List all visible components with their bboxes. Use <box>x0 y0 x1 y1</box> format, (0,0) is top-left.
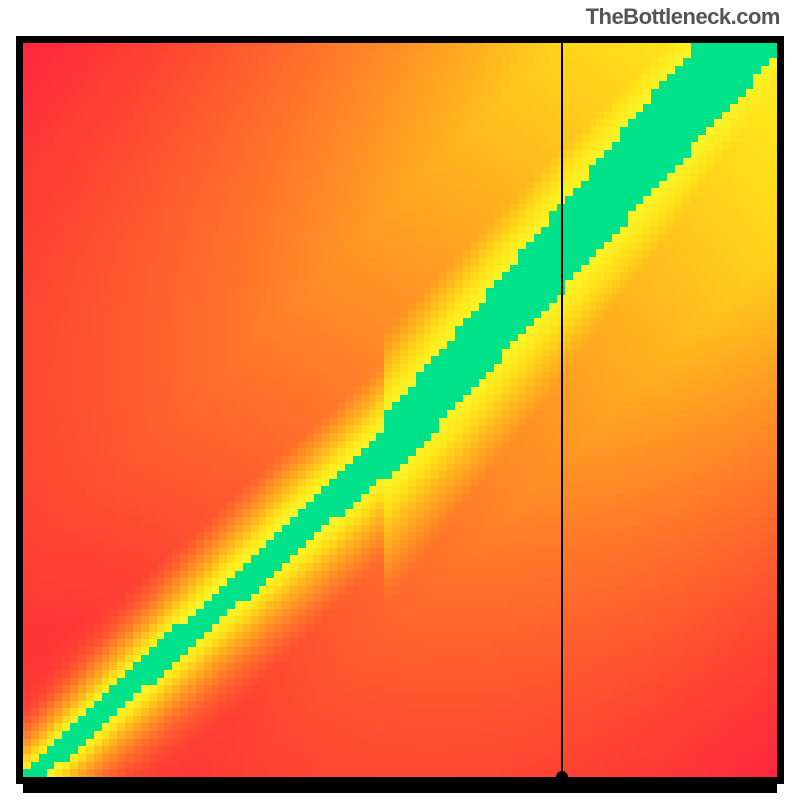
crosshair-vertical <box>561 43 563 777</box>
page-root: { "attribution": { "text": "TheBottlenec… <box>0 0 800 800</box>
attribution-text: TheBottleneck.com <box>586 4 780 30</box>
bottleneck-heatmap <box>23 43 777 777</box>
chart-frame <box>16 36 784 784</box>
bottom-extras-bar <box>23 781 777 793</box>
